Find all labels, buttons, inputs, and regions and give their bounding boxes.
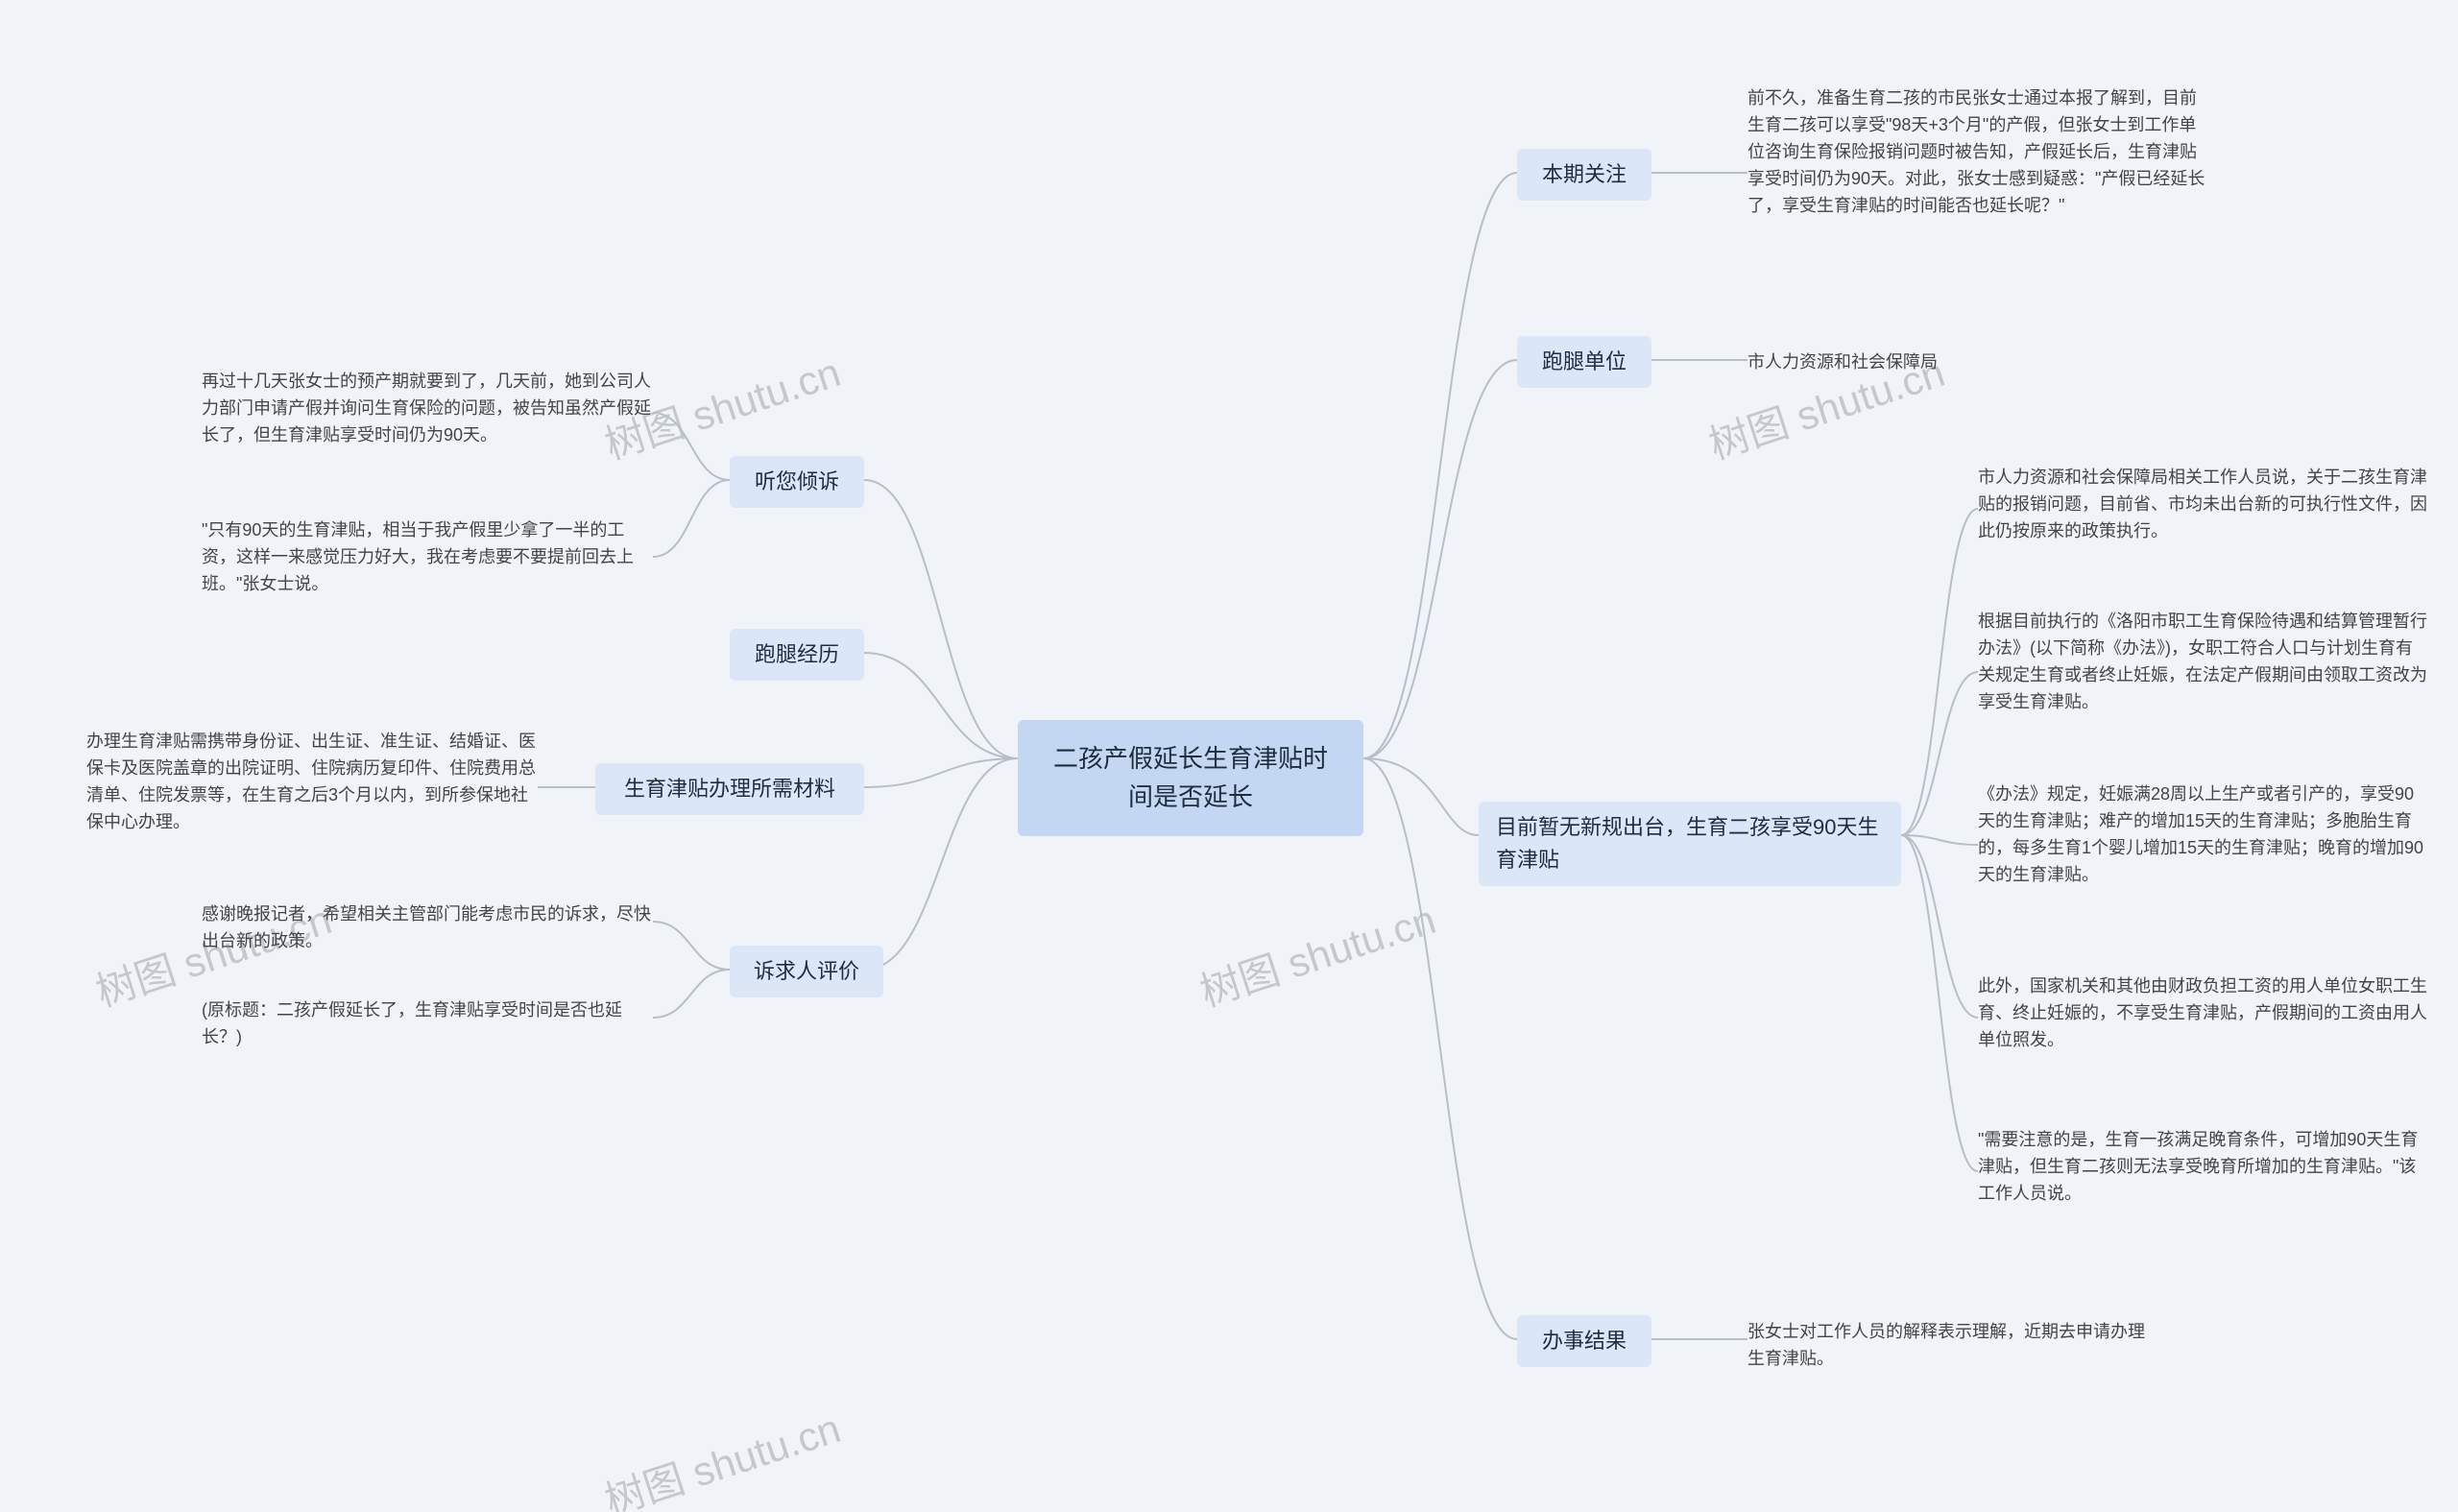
leaf-text: (原标题：二孩产假延长了，生育津贴享受时间是否也延长？)	[202, 997, 653, 1051]
leaf-tingnin-1: "只有90天的生育津贴，相当于我产假里少拿了一半的工资，这样一来感觉压力好大，我…	[202, 514, 653, 602]
node-muqian-zanwu[interactable]: 目前暂无新规出台，生育二孩享受90天生育津贴	[1479, 802, 1901, 886]
node-label: 办事结果	[1542, 1325, 1627, 1357]
leaf-text: 市人力资源和社会保障局相关工作人员说，关于二孩生育津贴的报销问题，目前省、市均未…	[1978, 465, 2429, 545]
leaf-text: 感谢晚报记者，希望相关主管部门能考虑市民的诉求，尽快出台新的政策。	[202, 901, 653, 955]
leaf-banshi-jieguo-0: 张女士对工作人员的解释表示理解，近期去申请办理生育津贴。	[1747, 1315, 2151, 1377]
node-shengyu-jintie-cailiao[interactable]: 生育津贴办理所需材料	[595, 763, 864, 815]
leaf-suqiu-1: (原标题：二孩产假延长了，生育津贴享受时间是否也延长？)	[202, 994, 653, 1055]
leaf-cailiao-0: 办理生育津贴需携带身份证、出生证、准生证、结婚证、医保卡及医院盖章的出院证明、住…	[86, 725, 538, 840]
leaf-text: 此外，国家机关和其他由财政负担工资的用人单位女职工生育、终止妊娠的，不享受生育津…	[1978, 973, 2429, 1054]
leaf-text: 再过十几天张女士的预产期就要到了，几天前，她到公司人力部门申请产假并询问生育保险…	[202, 369, 653, 449]
node-label: 听您倾诉	[755, 466, 839, 498]
node-benqi-guanzhu[interactable]: 本期关注	[1517, 149, 1651, 201]
leaf-muqian-4: "需要注意的是，生育一孩满足晚育条件，可增加90天生育津贴，但生育二孩则无法享受…	[1978, 1123, 2429, 1212]
node-label: 跑腿经历	[755, 638, 839, 671]
node-label: 生育津贴办理所需材料	[624, 773, 835, 805]
node-tingnin-qingsu[interactable]: 听您倾诉	[730, 456, 864, 508]
node-label: 跑腿单位	[1542, 346, 1627, 378]
watermark: 树图 shutu.cn	[596, 1396, 847, 1512]
node-paotui-jingli[interactable]: 跑腿经历	[730, 629, 864, 681]
leaf-text: "只有90天的生育津贴，相当于我产假里少拿了一半的工资，这样一来感觉压力好大，我…	[202, 517, 653, 598]
leaf-text: 办理生育津贴需携带身份证、出生证、准生证、结婚证、医保卡及医院盖章的出院证明、住…	[86, 729, 538, 836]
leaf-paotui-danwei-0: 市人力资源和社会保障局	[1747, 346, 2084, 380]
leaf-text: 根据目前执行的《洛阳市职工生育保险待遇和结算管理暂行办法》(以下简称《办法》)，…	[1978, 609, 2429, 716]
leaf-muqian-1: 根据目前执行的《洛阳市职工生育保险待遇和结算管理暂行办法》(以下简称《办法》)，…	[1978, 605, 2429, 720]
node-label: 诉求人评价	[754, 955, 859, 988]
mindmap-root[interactable]: 二孩产假延长生育津贴时间是否延长	[1018, 720, 1363, 836]
node-label: 本期关注	[1542, 158, 1627, 191]
watermark: 树图 shutu.cn	[1192, 887, 1442, 1019]
leaf-benqi-guanzhu-0: 前不久，准备生育二孩的市民张女士通过本报了解到，目前生育二孩可以享受"98天+3…	[1747, 82, 2208, 223]
node-suqiuren-pingjia[interactable]: 诉求人评价	[730, 946, 883, 997]
root-text: 二孩产假延长生育津贴时间是否延长	[1043, 739, 1338, 817]
leaf-muqian-3: 此外，国家机关和其他由财政负担工资的用人单位女职工生育、终止妊娠的，不享受生育津…	[1978, 970, 2429, 1058]
leaf-tingnin-0: 再过十几天张女士的预产期就要到了，几天前，她到公司人力部门申请产假并询问生育保险…	[202, 365, 653, 453]
leaf-text: "需要注意的是，生育一孩满足晚育条件，可增加90天生育津贴，但生育二孩则无法享受…	[1978, 1127, 2429, 1208]
node-banshi-jieguo[interactable]: 办事结果	[1517, 1315, 1651, 1367]
leaf-suqiu-0: 感谢晚报记者，希望相关主管部门能考虑市民的诉求，尽快出台新的政策。	[202, 898, 653, 959]
leaf-text: 张女士对工作人员的解释表示理解，近期去申请办理生育津贴。	[1747, 1319, 2151, 1373]
leaf-text: 《办法》规定，妊娠满28周以上生产或者引产的，享受90天的生育津贴；难产的增加1…	[1978, 781, 2429, 889]
leaf-text: 市人力资源和社会保障局	[1747, 349, 1938, 376]
leaf-muqian-2: 《办法》规定，妊娠满28周以上生产或者引产的，享受90天的生育津贴；难产的增加1…	[1978, 778, 2429, 893]
leaf-text: 前不久，准备生育二孩的市民张女士通过本报了解到，目前生育二孩可以享受"98天+3…	[1747, 85, 2208, 219]
leaf-muqian-0: 市人力资源和社会保障局相关工作人员说，关于二孩生育津贴的报销问题，目前省、市均未…	[1978, 461, 2429, 549]
node-label: 目前暂无新规出台，生育二孩享受90天生育津贴	[1496, 811, 1884, 876]
node-paotui-danwei[interactable]: 跑腿单位	[1517, 336, 1651, 388]
